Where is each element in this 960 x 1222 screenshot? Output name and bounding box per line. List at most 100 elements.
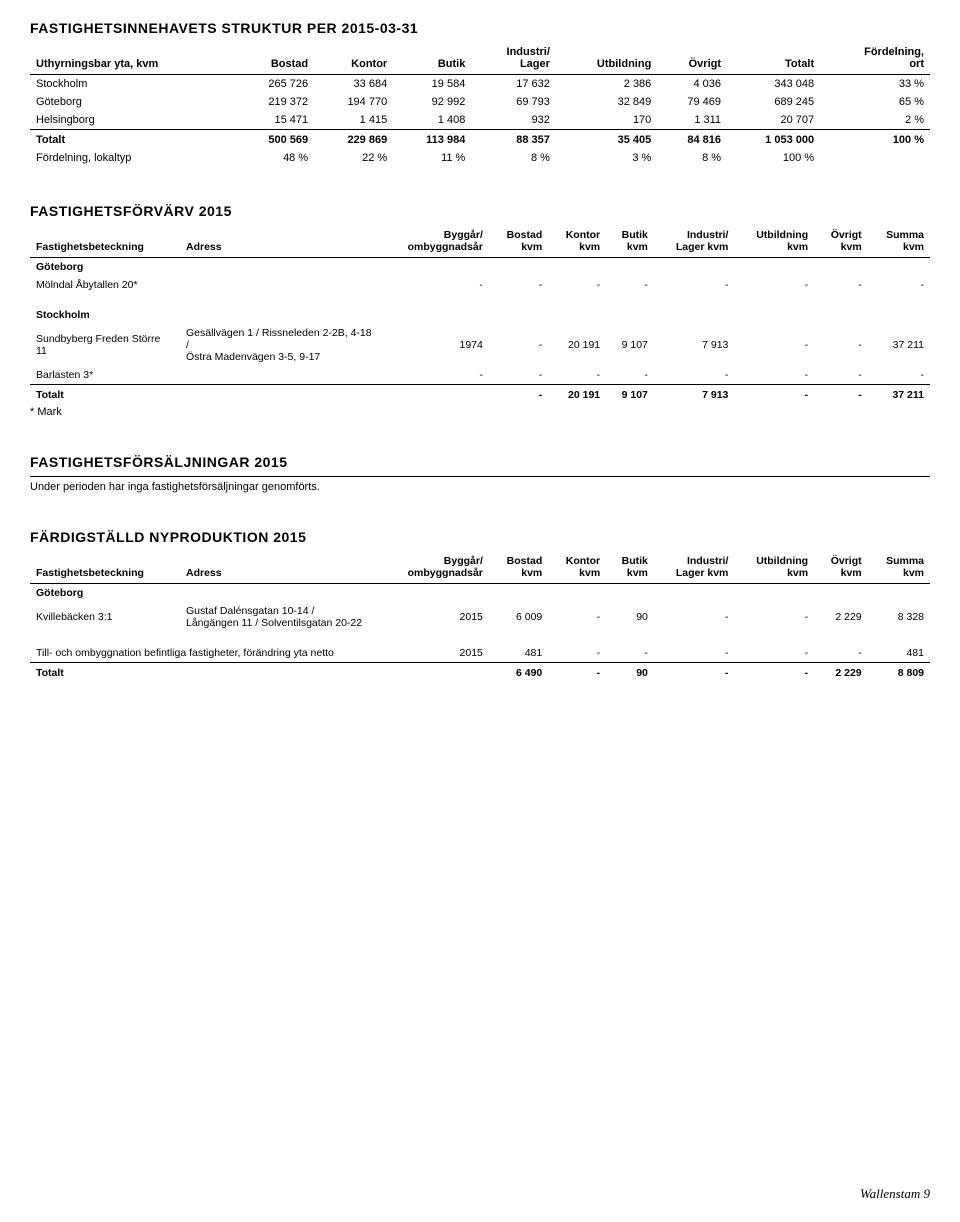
table-cell: - bbox=[814, 324, 868, 366]
table-cell: - bbox=[548, 276, 606, 294]
table-cell bbox=[180, 663, 380, 683]
table-cell bbox=[489, 258, 548, 277]
table-cell: - bbox=[734, 602, 814, 632]
note-mark: * Mark bbox=[30, 406, 930, 418]
col-header: Industri/Lager kvm bbox=[654, 551, 735, 584]
table-cell: - bbox=[548, 663, 606, 683]
table-cell: - bbox=[654, 644, 735, 663]
table-cell: 17 632 bbox=[471, 75, 556, 94]
table-cell: 481 bbox=[489, 644, 548, 663]
table-forvarv: Fastighetsbeteckning Adress Byggår/ombyg… bbox=[30, 225, 930, 404]
table-cell: 194 770 bbox=[314, 93, 393, 111]
table-cell: 113 984 bbox=[393, 130, 471, 150]
table-cell: Till- och ombyggnation befintliga fastig… bbox=[30, 644, 380, 663]
table-cell: - bbox=[606, 276, 654, 294]
title-struktur: FASTIGHETSINNEHAVETS STRUKTUR PER 2015-0… bbox=[30, 20, 930, 36]
table-cell: - bbox=[814, 385, 868, 405]
table-cell: - bbox=[548, 644, 606, 663]
table-cell bbox=[814, 258, 868, 277]
col-header: Kontorkvm bbox=[548, 225, 606, 258]
table-cell: 481 bbox=[868, 644, 930, 663]
table-cell: 90 bbox=[606, 663, 654, 683]
col-header: Uthyrningsbar yta, kvm bbox=[30, 42, 235, 75]
table-cell: 8 328 bbox=[868, 602, 930, 632]
col-header: Industri/Lager bbox=[471, 42, 556, 75]
table-cell bbox=[654, 306, 735, 324]
table-cell: 219 372 bbox=[235, 93, 314, 111]
table-cell bbox=[606, 584, 654, 603]
table-cell: 932 bbox=[471, 111, 556, 130]
title-forsaljningar: FASTIGHETSFÖRSÄLJNINGAR 2015 bbox=[30, 454, 930, 470]
table-cell: 4 036 bbox=[657, 75, 727, 94]
col-header: Bostadkvm bbox=[489, 225, 548, 258]
table-cell: 2015 bbox=[380, 602, 489, 632]
col-header: Fastighetsbeteckning bbox=[30, 551, 180, 584]
col-header: Byggår/ombyggnadsår bbox=[380, 225, 489, 258]
table-cell: 92 992 bbox=[393, 93, 471, 111]
text-forsaljningar: Under perioden har inga fastighetsförsäl… bbox=[30, 476, 930, 493]
table-cell bbox=[654, 258, 735, 277]
table-cell: 20 707 bbox=[727, 111, 820, 130]
table-cell: - bbox=[734, 663, 814, 683]
table-cell: Göteborg bbox=[30, 93, 235, 111]
table-cell: - bbox=[814, 276, 868, 294]
col-header: Fördelning,ort bbox=[820, 42, 930, 75]
table-cell: - bbox=[489, 385, 548, 405]
table-cell: 88 357 bbox=[471, 130, 556, 150]
table-cell bbox=[180, 385, 380, 405]
table-cell: Mölndal Åbytallen 20* bbox=[30, 276, 180, 294]
table-cell: 2015 bbox=[380, 644, 489, 663]
table-cell bbox=[734, 306, 814, 324]
table-cell bbox=[380, 258, 489, 277]
table-cell: 6 009 bbox=[489, 602, 548, 632]
table-cell: Stockholm bbox=[30, 75, 235, 94]
page-footer: Wallenstam 9 bbox=[860, 1186, 930, 1202]
table-cell: - bbox=[734, 324, 814, 366]
col-header: Summakvm bbox=[868, 551, 930, 584]
table-cell: 33 684 bbox=[314, 75, 393, 94]
table-cell: Helsingborg bbox=[30, 111, 235, 130]
table-cell: 7 913 bbox=[654, 324, 735, 366]
table-cell: - bbox=[654, 276, 735, 294]
col-header: Adress bbox=[180, 551, 380, 584]
table-cell: 1 053 000 bbox=[727, 130, 820, 150]
table-cell: Stockholm bbox=[30, 306, 180, 324]
table-cell: - bbox=[606, 644, 654, 663]
table-cell: Fördelning, lokaltyp bbox=[30, 149, 235, 167]
table-cell bbox=[380, 663, 489, 683]
table-cell: 37 211 bbox=[868, 324, 930, 366]
col-header: Fastighetsbeteckning bbox=[30, 225, 180, 258]
table-cell: 170 bbox=[556, 111, 657, 130]
col-header: Butikkvm bbox=[606, 551, 654, 584]
table-cell: 37 211 bbox=[868, 385, 930, 405]
table-cell: 11 % bbox=[393, 149, 471, 167]
table-cell: 3 % bbox=[556, 149, 657, 167]
table-cell: - bbox=[868, 276, 930, 294]
section-forsaljningar: FASTIGHETSFÖRSÄLJNINGAR 2015 Under perio… bbox=[30, 454, 930, 493]
table-cell: 100 % bbox=[727, 149, 820, 167]
table-cell: 265 726 bbox=[235, 75, 314, 94]
table-cell: - bbox=[380, 276, 489, 294]
table-cell bbox=[180, 584, 380, 603]
table-cell: 8 % bbox=[657, 149, 727, 167]
table-cell bbox=[814, 306, 868, 324]
table-cell: 65 % bbox=[820, 93, 930, 111]
table-cell: 1 415 bbox=[314, 111, 393, 130]
table-cell bbox=[606, 306, 654, 324]
table-cell: Sundbyberg Freden Större 11 bbox=[30, 324, 180, 366]
table-cell bbox=[820, 149, 930, 167]
table-cell: - bbox=[814, 644, 868, 663]
table-cell: Totalt bbox=[30, 663, 180, 683]
table-cell bbox=[180, 366, 380, 385]
table-cell bbox=[548, 306, 606, 324]
table-cell: - bbox=[654, 602, 735, 632]
title-forvarv: FASTIGHETSFÖRVÄRV 2015 bbox=[30, 203, 930, 219]
table-cell: 8 809 bbox=[868, 663, 930, 683]
table-cell: 7 913 bbox=[654, 385, 735, 405]
table-cell: 20 191 bbox=[548, 324, 606, 366]
table-cell: - bbox=[654, 663, 735, 683]
table-cell: Göteborg bbox=[30, 584, 180, 603]
table-cell bbox=[814, 584, 868, 603]
table-cell: 9 107 bbox=[606, 324, 654, 366]
table-cell bbox=[548, 258, 606, 277]
